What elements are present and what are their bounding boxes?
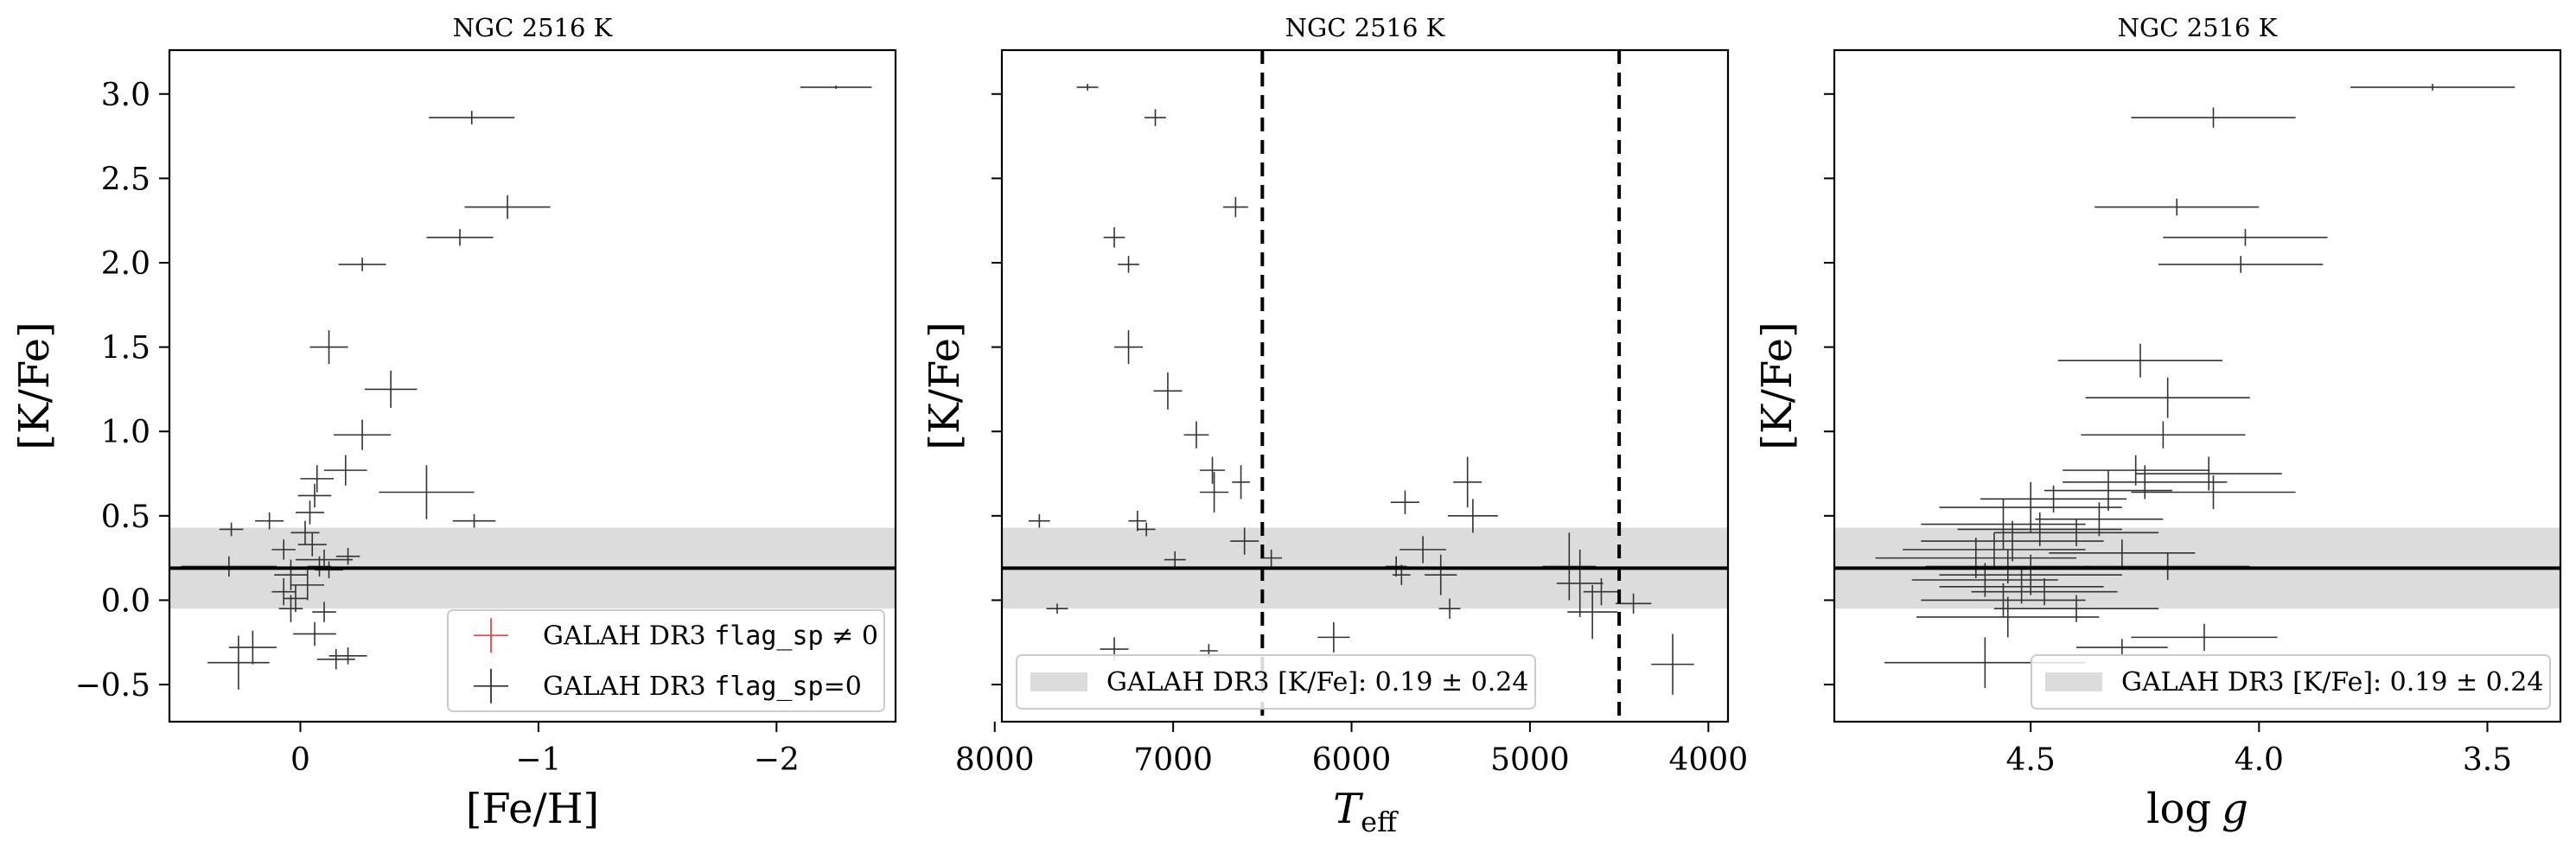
x-axis-label: [Fe/H]: [466, 785, 600, 833]
x-axis-label: Teff: [1333, 785, 1399, 838]
legend: GALAH DR3 [K/Fe]: 0.19 ± 0.24: [1016, 654, 1536, 710]
x-axis-label: log g: [2146, 785, 2248, 833]
legend-label-code: flag_sp: [714, 621, 823, 651]
axes-frame: [1000, 48, 1730, 723]
x-tick-label: −1: [515, 742, 561, 778]
legend-box: [2031, 654, 2551, 710]
plot-area: [1002, 84, 1728, 695]
panel-feh: 0 −1 −2 −0.5 0.0 0.5 1.0 1.5 2.0 2.5 3.0 NGC 2516 K…: [10, 13, 897, 833]
x-axis-label-var: g: [2222, 785, 2248, 833]
y-axis-label: [K/Fe]: [1753, 322, 1801, 450]
y-axis-label: [K/Fe]: [10, 322, 59, 450]
legend-label-code: flag_sp: [714, 672, 823, 702]
legend-label: GALAH DR3 [K/Fe]: 0.19 ± 0.24: [1106, 667, 1528, 697]
panel-logg: 4.5 4.0 3.5 NGC 2516 K [K/Fe] log g GALAH DR3 […: [1753, 13, 2562, 833]
panel-title: NGC 2516 K: [453, 13, 614, 42]
x-tick-label: 4.0: [2235, 742, 2284, 778]
panel-teff: 8000 7000 6000 5000 4000 NGC 2516 K [K/Fe] Teff…: [921, 13, 1748, 838]
x-tick-label: 4.5: [2006, 742, 2056, 778]
y-tick-label: 0.5: [101, 500, 150, 535]
x-axis-label-sub: eff: [1361, 806, 1399, 838]
panel-title: NGC 2516 K: [1285, 13, 1446, 42]
y-axis-label: [K/Fe]: [921, 322, 969, 450]
y-tick-label: 0.0: [101, 583, 150, 619]
x-tick-label: 4000: [1668, 742, 1748, 778]
legend: GALAH DR3 [K/Fe]: 0.19 ± 0.24: [2031, 654, 2551, 710]
y-tick-label: 1.0: [101, 415, 150, 450]
panel-title: NGC 2516 K: [2118, 13, 2279, 42]
y-tick-label: −0.5: [75, 668, 150, 704]
legend-box: [447, 609, 885, 712]
y-tick-label: 2.5: [101, 162, 150, 197]
y-tick-label: 2.0: [101, 246, 150, 282]
x-axis-label-main: T: [1333, 785, 1363, 833]
x-tick-label: 5000: [1490, 742, 1570, 778]
x-tick-label: −2: [754, 742, 800, 778]
x-tick-label: 0: [290, 742, 310, 778]
x-tick-label: 7000: [1133, 742, 1213, 778]
legend-label-pre: GALAH DR3: [543, 621, 714, 651]
x-axis-label-main: log: [2146, 785, 2211, 833]
legend-label-post: =0: [824, 672, 862, 702]
axes-frame: [168, 48, 897, 723]
legend-label: GALAH DR3 flag_sp ≠ 0: [543, 621, 878, 651]
legend-label-post: ≠ 0: [824, 621, 878, 651]
legend-label-pre: GALAH DR3: [543, 672, 714, 702]
legend-label: GALAH DR3 [K/Fe]: 0.19 ± 0.24: [2121, 667, 2543, 697]
legend-box: [1016, 654, 1536, 710]
legend-patch: [2045, 672, 2102, 691]
legend-patch: [1030, 672, 1087, 691]
plot-area: [1834, 84, 2560, 688]
axes-frame: [1833, 48, 2562, 723]
y-tick-label: 3.0: [101, 78, 150, 113]
legend-label: GALAH DR3 flag_sp=0: [543, 672, 862, 702]
x-tick-label: 3.5: [2463, 742, 2512, 778]
x-tick-label: 8000: [955, 742, 1035, 778]
y-tick-label: 1.5: [101, 331, 150, 366]
plot-area: [169, 85, 896, 690]
x-tick-label: 6000: [1312, 742, 1392, 778]
